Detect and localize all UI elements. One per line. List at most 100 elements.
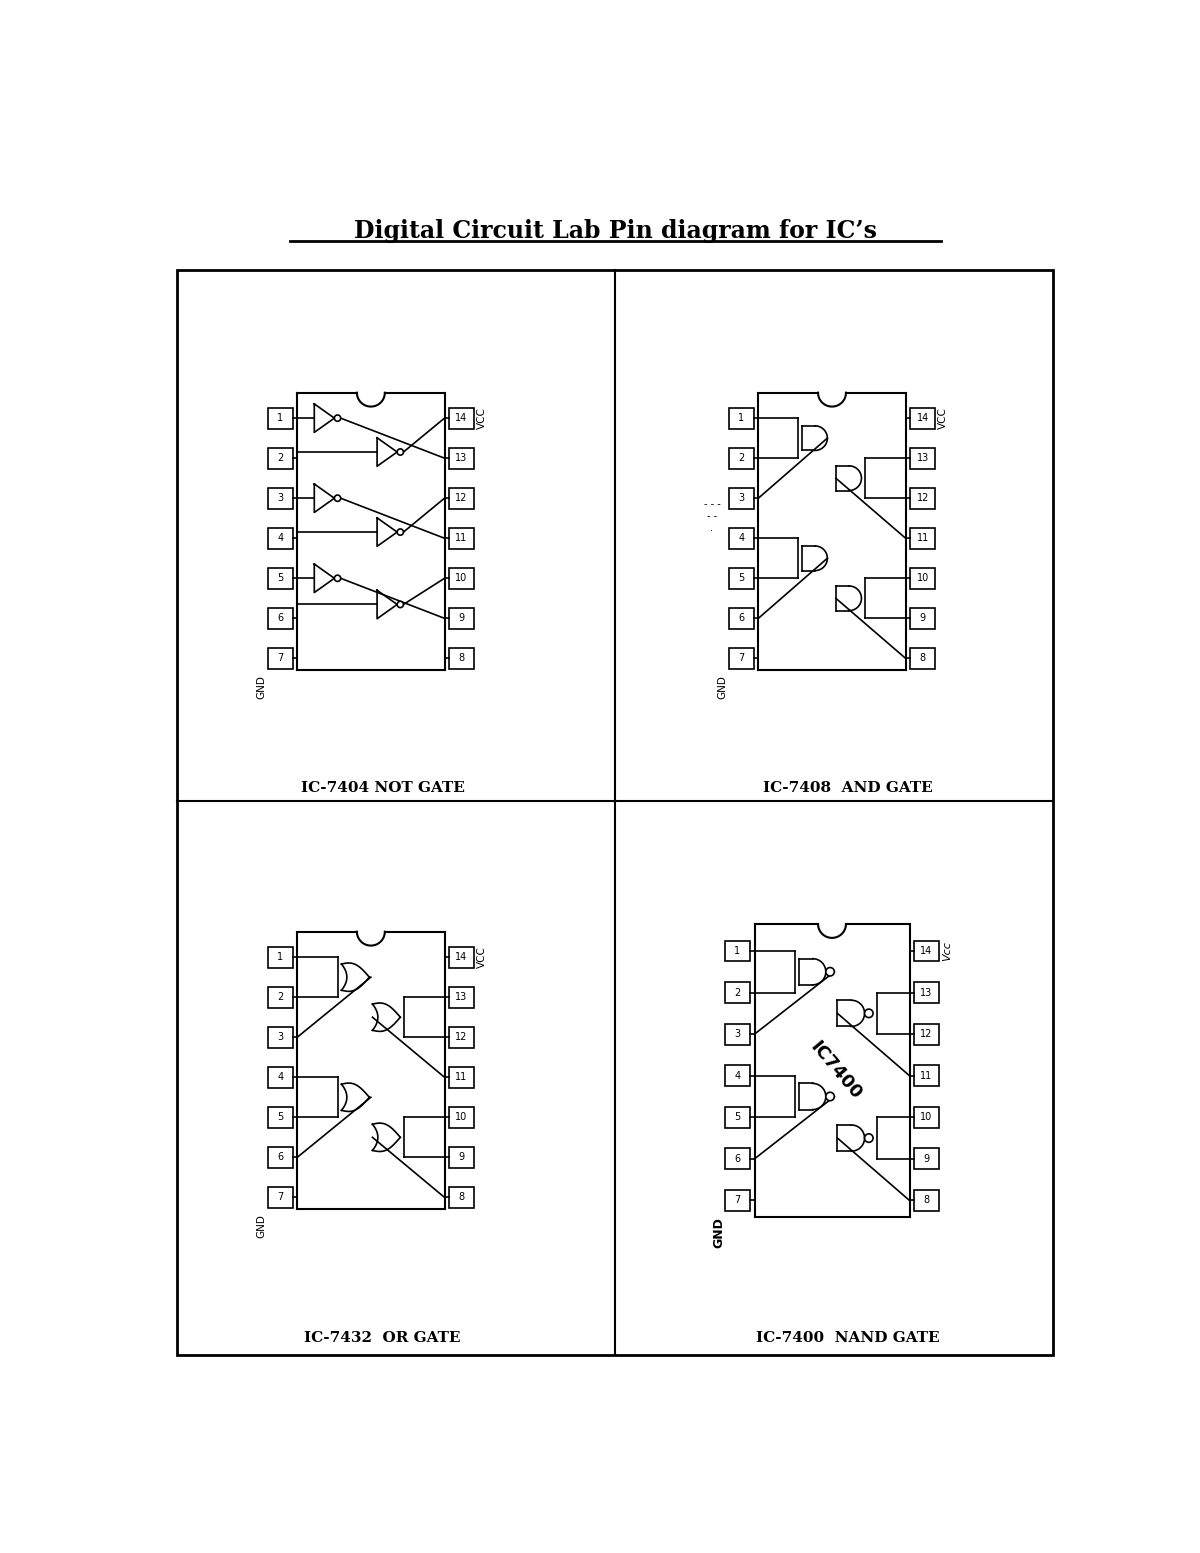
Bar	[914, 1065, 938, 1086]
Text: 4: 4	[738, 533, 744, 544]
Bar	[268, 1107, 293, 1127]
Text: IC-7404 NOT GATE: IC-7404 NOT GATE	[300, 781, 464, 795]
Bar	[268, 447, 293, 469]
Bar	[268, 1186, 293, 1208]
Text: 3: 3	[277, 1033, 283, 1042]
Text: 1: 1	[277, 952, 283, 963]
Bar	[725, 981, 750, 1003]
Text: VCC: VCC	[478, 946, 487, 968]
Bar	[728, 648, 754, 669]
Polygon shape	[799, 1084, 812, 1109]
Bar	[911, 447, 935, 469]
Polygon shape	[851, 1000, 864, 1027]
Polygon shape	[377, 590, 397, 618]
Text: 10: 10	[920, 1112, 932, 1123]
Circle shape	[397, 449, 403, 455]
Text: 1: 1	[734, 946, 740, 957]
Text: 10: 10	[917, 573, 929, 584]
Bar	[911, 648, 935, 669]
Bar	[725, 1149, 750, 1169]
Bar	[449, 447, 474, 469]
Circle shape	[826, 1092, 834, 1101]
Text: 9: 9	[458, 613, 464, 623]
Bar	[449, 1027, 474, 1048]
Text: 2: 2	[734, 988, 740, 997]
Text: IC-7432  OR GATE: IC-7432 OR GATE	[305, 1331, 461, 1345]
Bar	[911, 488, 935, 508]
Bar	[449, 408, 474, 429]
Bar	[268, 528, 293, 548]
Polygon shape	[342, 963, 370, 991]
Text: 11: 11	[456, 1072, 468, 1082]
Text: 10: 10	[456, 573, 468, 584]
Bar	[449, 1067, 474, 1087]
Text: 2: 2	[277, 992, 283, 1002]
Text: 12: 12	[455, 494, 468, 503]
Text: 14: 14	[920, 946, 932, 957]
Bar	[914, 981, 938, 1003]
Bar	[911, 607, 935, 629]
Text: 8: 8	[919, 654, 925, 663]
Bar	[449, 607, 474, 629]
Text: 14: 14	[456, 413, 468, 422]
Text: 1: 1	[277, 413, 283, 422]
Text: 3: 3	[734, 1030, 740, 1039]
Text: 12: 12	[920, 1030, 932, 1039]
Bar	[728, 528, 754, 548]
Polygon shape	[314, 564, 335, 593]
Text: GND: GND	[713, 1218, 725, 1249]
Text: 1: 1	[738, 413, 744, 422]
Bar	[914, 1190, 938, 1211]
Circle shape	[826, 968, 834, 975]
Bar	[725, 1065, 750, 1086]
Bar	[449, 1107, 474, 1127]
Text: 11: 11	[917, 533, 929, 544]
Circle shape	[335, 495, 341, 502]
Bar	[268, 947, 293, 968]
Bar	[725, 1107, 750, 1127]
Bar	[911, 568, 935, 589]
Polygon shape	[802, 426, 815, 450]
Bar	[728, 408, 754, 429]
Text: 11: 11	[456, 533, 468, 544]
Text: 7: 7	[277, 1193, 283, 1202]
Circle shape	[335, 415, 341, 421]
Text: 7: 7	[277, 654, 283, 663]
Bar	[268, 568, 293, 589]
Bar	[725, 1023, 750, 1045]
Text: 6: 6	[738, 613, 744, 623]
Bar	[914, 941, 938, 961]
Text: 3: 3	[738, 494, 744, 503]
Polygon shape	[812, 958, 826, 985]
Polygon shape	[815, 547, 827, 570]
Circle shape	[397, 530, 403, 536]
Bar	[728, 568, 754, 589]
Bar	[449, 1148, 474, 1168]
Polygon shape	[812, 1084, 826, 1109]
Text: IC-7400  NAND GATE: IC-7400 NAND GATE	[756, 1331, 940, 1345]
Bar	[725, 1190, 750, 1211]
Polygon shape	[836, 466, 850, 491]
Bar	[728, 488, 754, 508]
Text: 12: 12	[455, 1033, 468, 1042]
Bar	[449, 488, 474, 508]
Text: 12: 12	[917, 494, 929, 503]
Bar	[914, 1107, 938, 1127]
Text: VCC: VCC	[938, 407, 948, 429]
Polygon shape	[372, 1123, 401, 1151]
Text: 10: 10	[456, 1112, 468, 1123]
Polygon shape	[314, 485, 335, 512]
Text: 5: 5	[734, 1112, 740, 1123]
Text: 8: 8	[458, 654, 464, 663]
Bar	[268, 1027, 293, 1048]
Bar	[268, 1148, 293, 1168]
Text: 14: 14	[456, 952, 468, 963]
Bar	[914, 1149, 938, 1169]
Text: GND: GND	[718, 676, 727, 699]
Text: 11: 11	[920, 1070, 932, 1081]
Bar	[449, 1186, 474, 1208]
Bar	[449, 947, 474, 968]
Text: 4: 4	[277, 1072, 283, 1082]
Polygon shape	[836, 585, 850, 610]
Bar	[911, 528, 935, 548]
